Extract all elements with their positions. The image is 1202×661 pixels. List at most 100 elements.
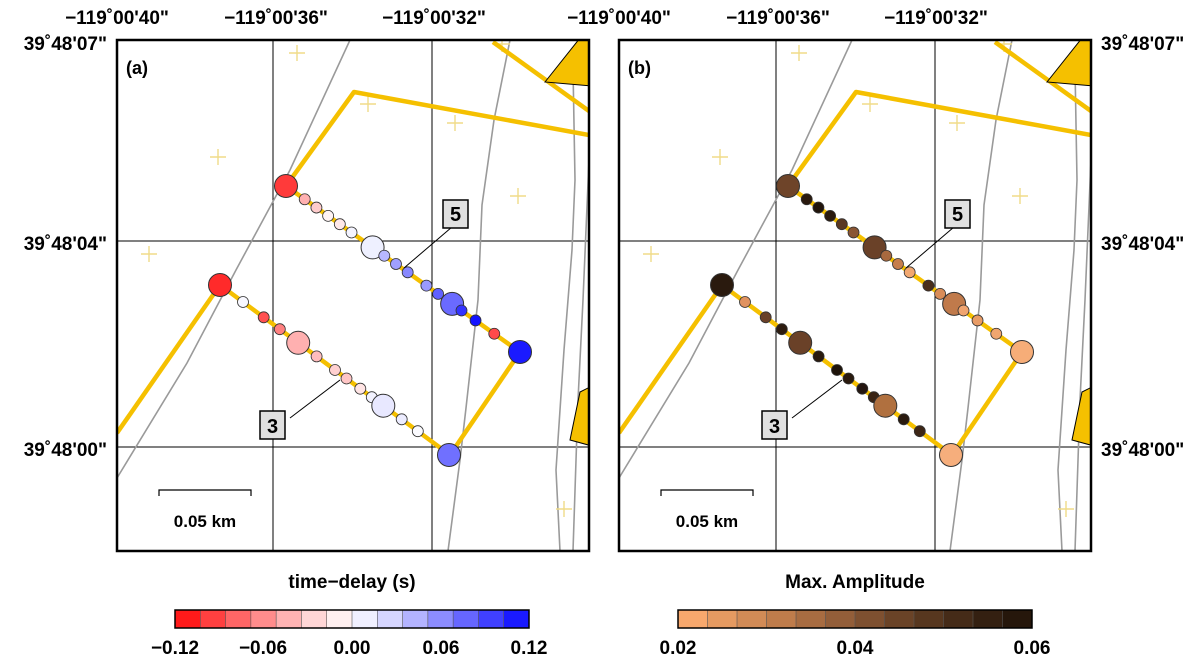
scale-label: 0.05 km xyxy=(676,512,738,531)
lat-label: 39˚48'00" xyxy=(1101,440,1184,461)
colorbar-a xyxy=(174,609,530,629)
station-marker xyxy=(420,279,433,292)
colorbar-frame xyxy=(677,609,1033,629)
lat-label: 39˚48'07" xyxy=(1101,34,1184,55)
colorbar-tick: 0.06 xyxy=(1014,638,1051,659)
station-marker xyxy=(508,340,532,364)
colorbar-segment xyxy=(453,610,479,628)
station-marker xyxy=(340,372,353,385)
box-5: 5 xyxy=(944,199,971,229)
colorbar-segment xyxy=(478,610,505,628)
yellow-triangles xyxy=(544,40,589,446)
station-marker xyxy=(990,327,1003,340)
panel-b-frame xyxy=(617,38,1093,553)
station-marker xyxy=(873,393,898,418)
stations-b xyxy=(710,174,1034,467)
station-marker xyxy=(488,327,501,340)
colorbar-segment xyxy=(855,610,885,628)
station-marker xyxy=(831,364,843,376)
station-marker xyxy=(710,273,734,297)
colorbar-segment xyxy=(402,610,429,628)
colorbar-segment xyxy=(503,610,530,628)
station-marker xyxy=(354,382,367,395)
box-3: 3 xyxy=(259,410,286,440)
station-marker xyxy=(862,235,887,260)
station-marker xyxy=(776,174,800,198)
station-marker xyxy=(775,323,788,336)
station-marker xyxy=(835,218,848,231)
svg-text:3: 3 xyxy=(267,416,278,438)
colorbar-tick: 0.06 xyxy=(423,638,460,659)
station-marker xyxy=(455,304,468,317)
colorbar-segment xyxy=(678,610,708,628)
station-marker xyxy=(469,314,482,327)
station-marker xyxy=(395,413,408,426)
colorbar-segment xyxy=(200,610,227,628)
cross-markers xyxy=(141,40,572,517)
colorbar-tick: −0.12 xyxy=(151,638,199,659)
lon-label: −119˚00'32" xyxy=(382,8,486,29)
svg-text:5: 5 xyxy=(952,204,963,226)
box-5: 5 xyxy=(442,199,469,229)
roads xyxy=(619,40,1091,457)
station-marker xyxy=(892,258,904,270)
station-marker xyxy=(788,330,813,355)
station-marker xyxy=(880,249,893,262)
colorbar-segment xyxy=(884,610,915,628)
station-marker xyxy=(333,218,346,231)
colorbar-tick: 0.02 xyxy=(660,638,697,659)
panel-b-map: 5 3 (b) 0.05 km −119˚00'40" −119˚00'36" … xyxy=(567,8,1184,659)
station-marker xyxy=(437,443,461,467)
station-marker xyxy=(847,226,860,239)
colorbar-b xyxy=(677,609,1033,629)
colorbar-segment xyxy=(276,610,302,628)
station-marker xyxy=(322,209,335,222)
station-marker xyxy=(310,350,323,363)
station-marker xyxy=(856,382,869,395)
colorbar-segment xyxy=(301,610,328,628)
station-marker xyxy=(957,304,970,317)
lon-label: −119˚00'40" xyxy=(65,8,169,29)
lon-label: −119˚00'40" xyxy=(567,8,671,29)
station-marker xyxy=(310,201,323,214)
colorbar-segment xyxy=(352,610,378,628)
roads xyxy=(117,40,589,457)
colorbar-segment xyxy=(973,610,1003,628)
grid-lines xyxy=(117,40,589,551)
cross-markers xyxy=(643,40,1074,517)
colorbar-segment xyxy=(175,610,201,628)
colorbar-segment xyxy=(225,610,252,628)
station-marker xyxy=(842,372,855,385)
stations-a xyxy=(208,174,532,467)
colorbar-segment xyxy=(377,610,404,628)
lon-label: −119˚00'36" xyxy=(726,8,830,29)
station-marker xyxy=(329,364,341,376)
lon-label: −119˚00'32" xyxy=(884,8,988,29)
station-marker xyxy=(922,279,935,292)
station-marker xyxy=(401,266,414,279)
colorbar-tick: 0.04 xyxy=(837,638,874,659)
colorbar-segment xyxy=(943,610,974,628)
svg-text:3: 3 xyxy=(769,416,780,438)
station-marker xyxy=(934,287,946,300)
colorbar-frame xyxy=(174,609,530,629)
colorbar-segment xyxy=(326,610,353,628)
yellow-triangles xyxy=(1046,40,1091,446)
colorbar-segment xyxy=(250,610,277,628)
lat-label: 39˚48'04" xyxy=(24,234,107,255)
lat-label: 39˚48'04" xyxy=(1101,234,1184,255)
station-marker xyxy=(800,193,813,206)
colorbar-segment xyxy=(707,610,738,628)
station-marker xyxy=(739,296,751,308)
station-marker xyxy=(345,226,358,239)
station-marker xyxy=(913,425,926,438)
panel-label: (b) xyxy=(628,58,651,78)
faint-lines xyxy=(619,40,1091,551)
colorbar-segment xyxy=(914,610,944,628)
scale-label: 0.05 km xyxy=(174,512,236,531)
colorbar-tick: −0.06 xyxy=(239,638,287,659)
colorbar-segment xyxy=(737,610,767,628)
colorbar-title: Max. Amplitude xyxy=(785,572,925,593)
station-marker xyxy=(411,425,424,438)
